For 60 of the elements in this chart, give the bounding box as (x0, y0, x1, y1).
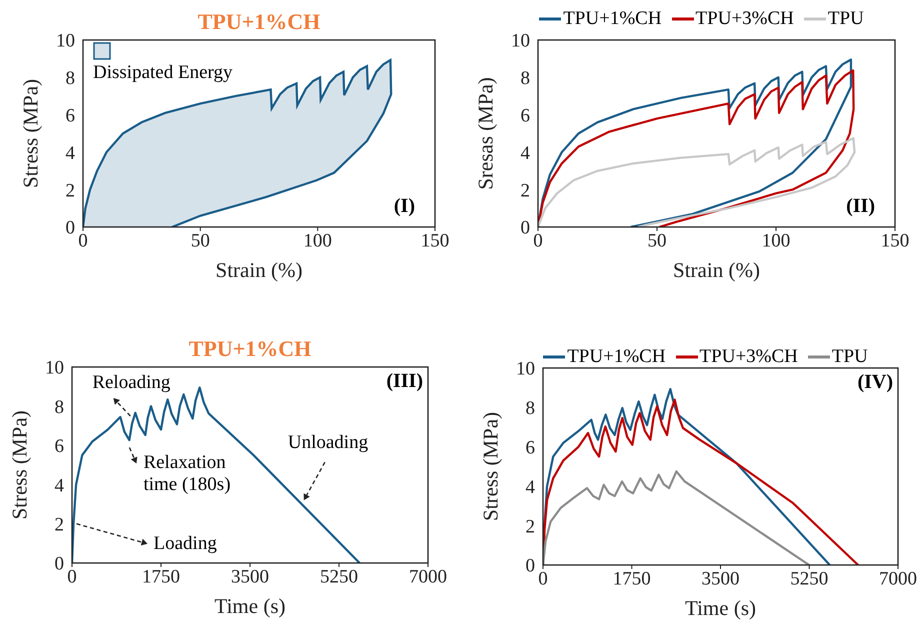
y-tick-label: 10 (56, 30, 75, 52)
x-tick-label: 150 (420, 230, 450, 252)
x-tick-label: 3500 (702, 568, 740, 590)
x-tick-label: 1750 (612, 568, 651, 590)
y-tick-label: 2 (520, 180, 530, 202)
y-tick-label: 10 (516, 358, 535, 380)
legend-label: TPU+1%CH (567, 346, 666, 368)
x-tick-label: 1750 (142, 566, 180, 588)
x-tick-label: 7000 (409, 566, 447, 588)
chart-title: TPU+1%CH (188, 336, 312, 362)
y-tick-label: 6 (66, 106, 75, 127)
y-tick-label: 6 (54, 436, 64, 458)
legend-label: TPU (828, 8, 864, 30)
x-tick-label: 7000 (879, 568, 917, 590)
x-tick-label: 5250 (790, 568, 828, 590)
annotation: (I) (394, 195, 415, 218)
x-tick-label: 50 (648, 230, 666, 252)
y-tick-label: 2 (54, 514, 64, 536)
x-axis-title: Strain (%) (673, 258, 760, 282)
line-series (543, 470, 810, 565)
y-tick-label: 10 (45, 358, 64, 379)
x-tick-label: 3500 (231, 566, 269, 588)
y-axis-title: Stress (MPa) (7, 410, 32, 520)
legend-label: TPU+1%CH (563, 8, 662, 30)
x-axis-title: Time (s) (214, 594, 286, 618)
y-tick-label: 4 (526, 476, 536, 498)
y-axis-title: Stress (MPa) (18, 78, 42, 188)
y-axis-title: Stress (MPa) (478, 412, 502, 522)
x-tick-label: 100 (303, 230, 332, 252)
annotation: (II) (846, 195, 875, 218)
annotation: (IV) (857, 371, 893, 394)
y-tick-label: 4 (54, 475, 64, 496)
x-tick-label: 50 (190, 230, 210, 252)
x-tick-label: 150 (880, 230, 910, 252)
chart-title: TPU+1%CH (196, 9, 322, 35)
y-axis-title: Sresas (MPa) (473, 77, 498, 190)
y-tick-label: 6 (526, 438, 535, 459)
annotation: Relaxation time (180s) (143, 452, 232, 496)
y-tick-label: 2 (526, 516, 535, 538)
y-tick-label: 4 (520, 142, 530, 164)
legend-label: Dissipated Energy (93, 62, 232, 84)
legend-label: TPU+3%CH (696, 8, 794, 30)
y-tick-label: 6 (520, 106, 530, 127)
y-tick-label: 4 (66, 142, 76, 164)
annotation: (III) (386, 370, 423, 393)
legend-label: TPU (832, 346, 868, 368)
annotation: Unloading (288, 432, 368, 454)
x-tick-label: 5250 (320, 566, 358, 588)
y-tick-label: 8 (520, 68, 530, 90)
x-tick-label: 100 (762, 230, 790, 252)
legend-label: TPU+3%CH (700, 346, 798, 368)
y-tick-label: 8 (66, 68, 75, 90)
annotation: Reloading (92, 372, 170, 394)
y-tick-label: 8 (526, 398, 535, 420)
y-tick-label: 10 (511, 30, 530, 52)
y-tick-label: 2 (66, 180, 75, 202)
x-axis-title: Time (s) (685, 596, 756, 620)
y-tick-label: 8 (54, 396, 64, 418)
x-axis-title: Strain (%) (216, 258, 302, 282)
annotation: Loading (154, 532, 217, 555)
